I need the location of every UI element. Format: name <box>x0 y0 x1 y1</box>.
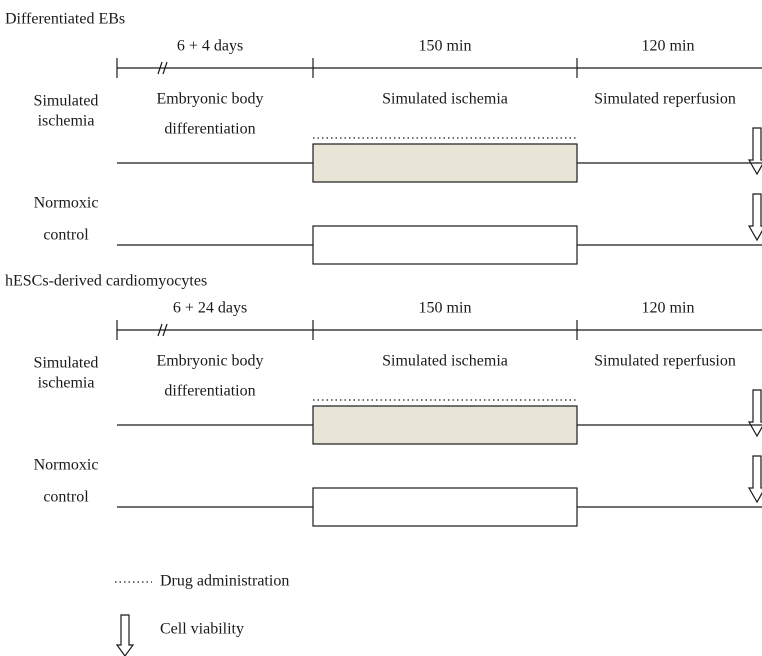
panel-title: hESCs-derived cardiomyocytes <box>5 273 207 290</box>
viability-arrow <box>747 127 762 176</box>
phase-label: Simulated ischemia <box>382 353 508 370</box>
phase-label: differentiation <box>164 121 255 138</box>
row-label: Normoxic <box>34 195 99 212</box>
duration-label: 6 + 4 days <box>177 38 243 55</box>
row-label: Normoxic <box>34 457 99 474</box>
break-mark <box>157 61 168 75</box>
phase-label: Simulated reperfusion <box>594 91 736 108</box>
legend-arrow <box>115 614 135 656</box>
viability-arrow <box>747 455 762 504</box>
phase-label: Simulated reperfusion <box>594 353 736 370</box>
row-label: ischemia <box>38 113 95 130</box>
row-label: control <box>43 227 89 244</box>
legend-viability: Cell viability <box>160 621 244 638</box>
phase-label: Simulated ischemia <box>382 91 508 108</box>
ischemia-box <box>312 487 578 527</box>
viability-arrow <box>747 389 762 438</box>
legend-drug: Drug administration <box>160 573 289 590</box>
duration-label: 150 min <box>419 38 472 55</box>
row-label: control <box>43 489 89 506</box>
break-mark <box>157 323 168 337</box>
ischemia-box <box>312 405 578 445</box>
ischemia-box <box>312 143 578 183</box>
ischemia-box <box>312 225 578 265</box>
duration-label: 120 min <box>642 38 695 55</box>
row-label: ischemia <box>38 375 95 392</box>
duration-label: 150 min <box>419 300 472 317</box>
duration-label: 6 + 24 days <box>173 300 247 317</box>
phase-label: differentiation <box>164 383 255 400</box>
phase-label: Embryonic body <box>156 91 263 108</box>
panel-title: Differentiated EBs <box>5 11 125 28</box>
row-label: Simulated <box>34 355 99 372</box>
phase-label: Embryonic body <box>156 353 263 370</box>
duration-label: 120 min <box>642 300 695 317</box>
viability-arrow <box>747 193 762 242</box>
row-label: Simulated <box>34 93 99 110</box>
